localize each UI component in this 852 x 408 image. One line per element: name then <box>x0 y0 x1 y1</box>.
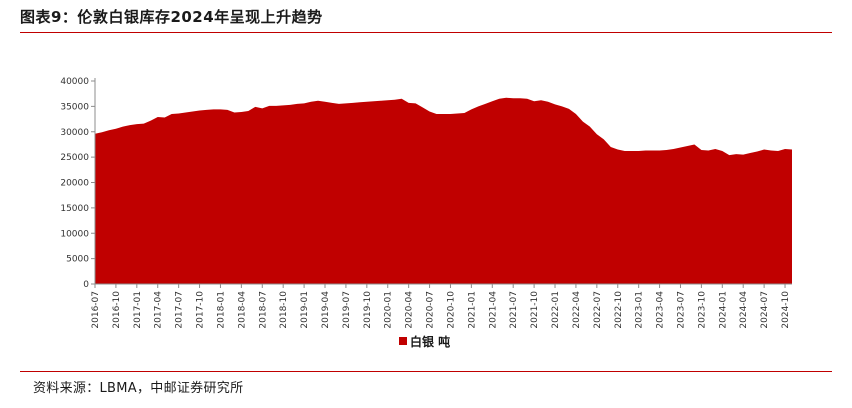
legend-swatch <box>399 337 407 345</box>
series-area-silver <box>95 97 792 284</box>
x-tick-label: 2019-04 <box>321 291 331 329</box>
figure-title: 图表9：伦敦白银库存2024年呈现上升趋势 <box>20 8 323 26</box>
x-tick-label: 2021-10 <box>530 291 540 329</box>
x-tick-label: 2016-10 <box>112 291 122 329</box>
y-tick-label: 20000 <box>60 179 89 189</box>
x-tick-label: 2023-04 <box>656 291 666 329</box>
y-tick-label: 10000 <box>60 229 89 239</box>
x-tick-label: 2020-01 <box>384 291 394 329</box>
x-tick-label: 2017-07 <box>175 291 185 329</box>
y-tick-label: 15000 <box>60 204 89 214</box>
y-tick-label: 25000 <box>60 153 89 163</box>
source-rule <box>20 371 832 372</box>
x-tick-label: 2023-10 <box>697 291 707 329</box>
x-tick-label: 2018-07 <box>258 291 268 329</box>
legend: 白银 吨 <box>399 334 450 349</box>
x-tick-label: 2020-07 <box>426 291 436 329</box>
x-tick-label: 2022-07 <box>593 291 603 329</box>
x-tick-label: 2017-01 <box>133 291 143 329</box>
y-tick-label: 35000 <box>60 102 89 112</box>
x-tick-label: 2022-04 <box>572 291 582 329</box>
x-tick-label: 2018-04 <box>237 291 247 329</box>
x-tick-label: 2019-10 <box>363 291 373 329</box>
x-tick-label: 2018-01 <box>216 291 226 329</box>
x-tick-label: 2020-10 <box>446 291 456 329</box>
x-tick-label: 2022-01 <box>551 291 561 329</box>
x-tick-label: 2023-07 <box>676 291 686 329</box>
x-tick-label: 2017-10 <box>196 291 206 329</box>
y-tick-label: 30000 <box>60 128 89 138</box>
x-tick-label: 2023-01 <box>635 291 645 329</box>
x-tick-label: 2017-04 <box>154 291 164 329</box>
x-tick-label: 2024-01 <box>718 291 728 329</box>
x-tick-label: 2024-07 <box>760 291 770 329</box>
x-tick-label: 2019-07 <box>342 291 352 329</box>
x-tick-label: 2022-10 <box>614 291 624 329</box>
x-tick-label: 2020-04 <box>405 291 415 329</box>
x-tick-label: 2019-01 <box>300 291 310 329</box>
legend-label: 白银 吨 <box>410 334 450 349</box>
x-tick-label: 2024-04 <box>739 291 749 329</box>
source-note: 资料来源：LBMA，中邮证券研究所 <box>33 381 244 396</box>
x-tick-label: 2021-01 <box>467 291 477 329</box>
title-rule <box>20 32 832 33</box>
y-tick-label: 5000 <box>66 255 89 265</box>
y-tick-label: 0 <box>83 280 89 290</box>
x-tick-label: 2018-10 <box>279 291 289 329</box>
y-tick-label: 40000 <box>60 77 89 87</box>
x-tick-label: 2021-07 <box>509 291 519 329</box>
x-tick-label: 2016-07 <box>91 291 101 329</box>
x-tick-label: 2024-10 <box>781 291 791 329</box>
x-tick-label: 2021-04 <box>488 291 498 329</box>
